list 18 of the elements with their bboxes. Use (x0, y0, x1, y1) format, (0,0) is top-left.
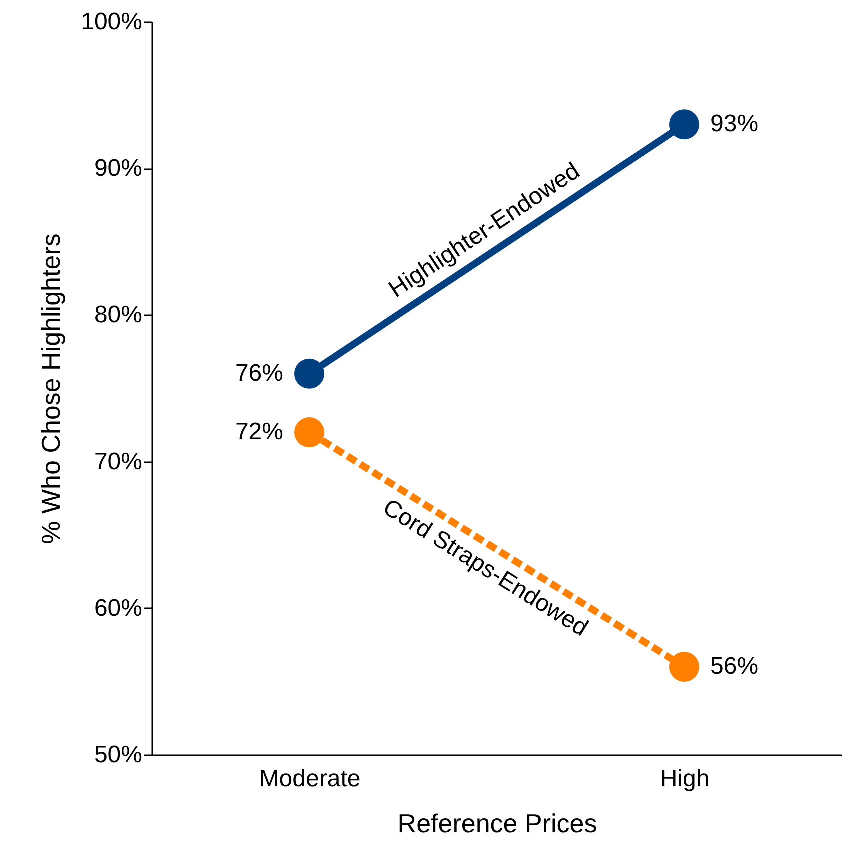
y-axis-title: % Who Chose Highlighters (36, 234, 66, 544)
x-tick-label: Moderate (259, 766, 361, 792)
data-label: 76% (235, 360, 284, 387)
y-tick-label: 90% (94, 155, 142, 182)
data-label: 72% (235, 418, 284, 446)
point (294, 418, 324, 448)
x-axis-title: Reference Prices (398, 808, 598, 838)
y-tick-label: 80% (94, 302, 142, 329)
y-tick-label: 60% (94, 594, 142, 622)
point (670, 652, 700, 682)
y-tick-label: 70% (94, 448, 142, 476)
point (670, 110, 700, 140)
y-tick-label: 50% (94, 742, 142, 768)
y-tick-label: 100% (81, 8, 142, 36)
data-label: 56% (710, 653, 759, 680)
x-tick-label: High (660, 766, 710, 792)
point (294, 358, 324, 389)
data-label: 93% (710, 110, 759, 138)
